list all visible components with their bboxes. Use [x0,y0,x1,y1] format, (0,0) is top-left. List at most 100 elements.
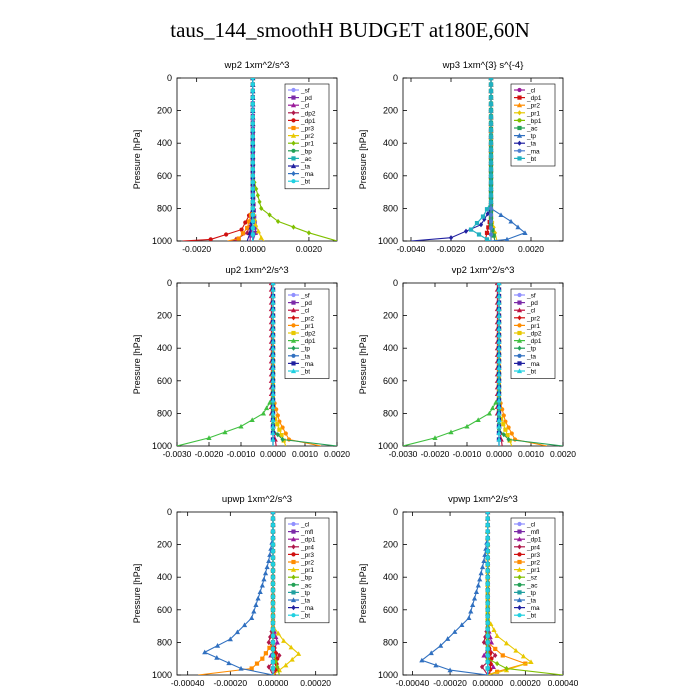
series-marker [250,88,255,94]
series-marker [509,431,514,436]
legend-marker [291,300,296,305]
series-marker [270,404,276,409]
series-marker [501,422,506,427]
series-marker [270,384,276,390]
series-marker [481,652,487,658]
series-marker [254,661,260,666]
x-tick-label: 0.0000 [240,244,266,254]
series-marker [522,230,528,235]
series-marker [496,339,502,344]
series-marker [488,134,494,139]
series-marker [503,640,510,646]
series-marker [485,512,490,515]
series-marker [485,620,490,625]
series-marker [477,576,483,582]
series-marker [255,192,260,198]
legend: _sf_pd_cl_dp2_dp1_pr3_pr2_pr1_bp_ac_ta_m… [284,83,330,190]
y-tick-label: 0 [167,73,172,83]
series-marker [496,326,502,331]
series-marker [275,664,280,670]
chart-panel-1: wp2 1xm^2/s^3 0 200 400 600 800 1000 Pressure [… [132,60,338,254]
series-marker [496,378,502,383]
series-marker [496,430,502,436]
series-marker [249,666,254,671]
legend-marker [517,574,522,580]
legend-marker [291,613,296,618]
x-tick-label: -0.00040 [396,678,430,688]
legend-marker [517,140,522,146]
series-marker [494,633,500,638]
series-marker [485,555,490,560]
x-tick-label: -0.0030 [389,449,418,459]
legend-marker [517,353,522,358]
legend-marker [517,582,522,587]
legend: _cl_mfl_dp1_pr4_pr3_pr2_pr1_sz_ac_tp_ta_… [510,517,556,624]
series-marker [270,378,276,383]
series-marker [275,413,280,418]
legend-marker [517,330,522,336]
series-marker [250,134,255,139]
legend-label: _bt [300,179,310,186]
chart-panel-2: wp3 1xm^{3} s^{-4} 0 200 400 600 800 1000 Press… [358,60,564,254]
series-marker [270,283,276,286]
legend-marker [517,529,522,534]
series-marker [493,646,498,652]
legend-label: _bp [300,575,312,582]
legend-marker [290,338,297,343]
series-marker [250,199,255,204]
series-marker [266,664,271,670]
legend-marker [517,590,522,595]
series-marker [485,640,490,645]
series-marker [281,638,287,643]
y-tick-label: 600 [383,376,398,386]
legend-label: _tp [526,133,536,140]
legend-label: _mfl [526,529,540,536]
series-marker [419,657,425,663]
legend-label: _ta [526,598,536,605]
y-tick-label: 200 [157,540,172,550]
series-marker [486,410,492,416]
series-marker [488,95,494,100]
y-tick-label: 200 [157,106,172,116]
series-marker [259,582,265,588]
series-marker [270,653,276,658]
legend-label: _pr1 [300,141,314,148]
series-marker [214,643,221,648]
legend-label: _ta [300,353,310,360]
series-marker [463,228,469,234]
series-marker [504,665,509,672]
series-marker [250,186,255,191]
series-marker [252,222,259,227]
series-marker [520,653,527,659]
x-tick-label: 0.0010 [292,449,318,459]
series-marker [270,371,276,377]
chart-title: vpwp 1xm^2/s^3 [448,494,518,505]
y-tick-label: 0 [167,278,172,288]
y-tick-label: 800 [157,637,172,647]
series-marker [270,627,276,632]
legend-marker [290,163,297,169]
series-marker [476,232,482,237]
y-tick-label: 400 [383,572,398,582]
y-tick-label: 1000 [378,670,398,680]
series-marker [496,365,502,370]
y-tick-label: 1000 [378,441,398,451]
legend-label: _dp2 [300,110,316,117]
series-marker [257,589,263,594]
legend-marker [516,567,523,572]
series-marker [270,352,276,357]
plot-frame [176,77,338,242]
series-marker [447,667,453,673]
series-marker [506,425,511,430]
x-tick-label: -0.0010 [453,449,482,459]
series-marker [270,522,276,528]
y-tick-label: 0 [393,73,398,83]
legend-marker [517,110,522,116]
chart-title: wp3 1xm^{3} s^{-4} [442,60,524,71]
chart-panel-3: up2 1xm^2/s^3 0 200 400 600 800 1000 Pressure [… [132,265,350,459]
legend-marker [290,102,297,108]
series-marker [485,562,490,567]
legend-marker [291,292,296,298]
chart-panel-4: vp2 1xm^2/s^3 0 200 400 600 800 1000 Pressure [… [358,265,576,459]
series-marker [496,410,502,416]
